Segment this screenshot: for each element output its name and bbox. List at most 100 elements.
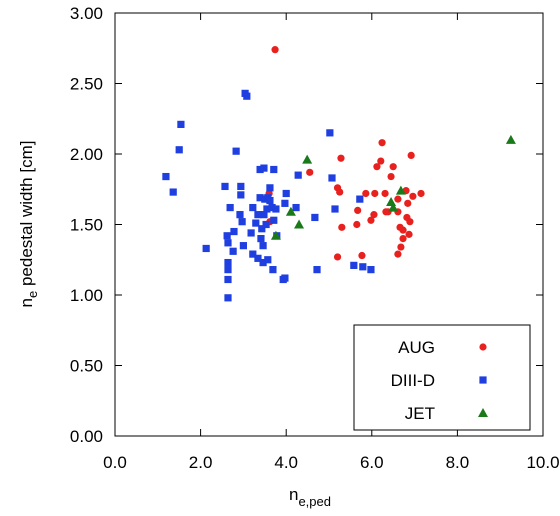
point [378,139,386,147]
point [249,203,257,212]
point [260,211,268,219]
point [264,256,272,264]
point [243,92,251,100]
point [387,172,395,181]
legend-label: AUG [398,338,435,357]
point [397,243,405,251]
point [328,174,336,182]
point [259,258,267,267]
y-tick-label: 0.00 [70,427,103,446]
point [223,232,231,240]
legend-marker [479,376,487,384]
point [377,157,385,165]
point [224,239,232,247]
point [302,154,313,164]
point [252,219,260,227]
point [389,163,397,171]
point [294,171,302,179]
point [254,254,262,262]
x-label-base: n [289,485,298,504]
point [226,203,234,212]
point [232,147,240,155]
point [258,225,266,233]
point [338,223,346,231]
point [247,229,255,237]
point [356,195,364,203]
point [262,220,270,229]
y-axis-label: ne pedestal width [cm] [17,141,40,308]
point [399,226,407,234]
point [269,266,277,274]
legend-label: DIII-D [391,371,435,390]
point [367,216,375,224]
point [272,205,280,213]
point [282,189,290,198]
point [388,202,399,212]
point [359,263,367,271]
point [169,188,177,196]
point [266,196,274,205]
point [407,151,415,160]
point [350,261,358,269]
point [254,211,262,219]
point [370,211,378,219]
point [394,250,402,258]
point [337,154,345,162]
x-tick-label: 4.0 [274,453,298,472]
point [333,253,342,261]
point [354,206,362,214]
point [394,195,402,203]
x-axis-label: ne,ped [289,485,331,509]
point [257,235,265,243]
point [224,258,232,267]
point [331,205,339,213]
point [249,250,257,258]
plot-frame [114,12,544,437]
x-tick-label: 2.0 [189,453,213,472]
point [271,46,279,54]
point [229,247,237,255]
y-tick-label: 1.50 [70,216,103,235]
x-tick-label: 10.0 [526,453,559,472]
y-tick-label: 2.00 [70,145,103,164]
point [395,185,406,195]
point [381,189,389,198]
y-tick-label: 3.00 [70,4,103,23]
point [175,146,183,154]
point [256,194,264,202]
point [260,164,268,172]
point [268,203,276,212]
point [281,199,289,207]
x-tick-label: 0.0 [103,453,127,472]
y-label-base: n [17,298,36,307]
point [285,206,296,216]
point [237,191,245,199]
legend-label: JET [405,404,435,423]
point [417,189,425,198]
point [367,266,375,274]
point [353,220,361,229]
point [399,235,407,243]
point [237,182,245,191]
point [238,218,246,226]
point [311,213,319,222]
point [221,182,229,191]
point [336,188,344,196]
legend-box [353,324,531,431]
point [294,219,305,229]
x-tick-label: 8.0 [446,453,470,472]
point [409,192,417,200]
point [406,218,414,226]
point [371,189,379,198]
legend-marker [479,343,487,351]
point [266,184,274,192]
y-label-sub: e [25,291,40,298]
point [236,211,244,219]
point [270,230,281,240]
y-tick-label: 0.50 [70,357,103,376]
point [270,165,278,174]
point [373,163,381,171]
point [162,172,170,181]
point [362,189,370,198]
